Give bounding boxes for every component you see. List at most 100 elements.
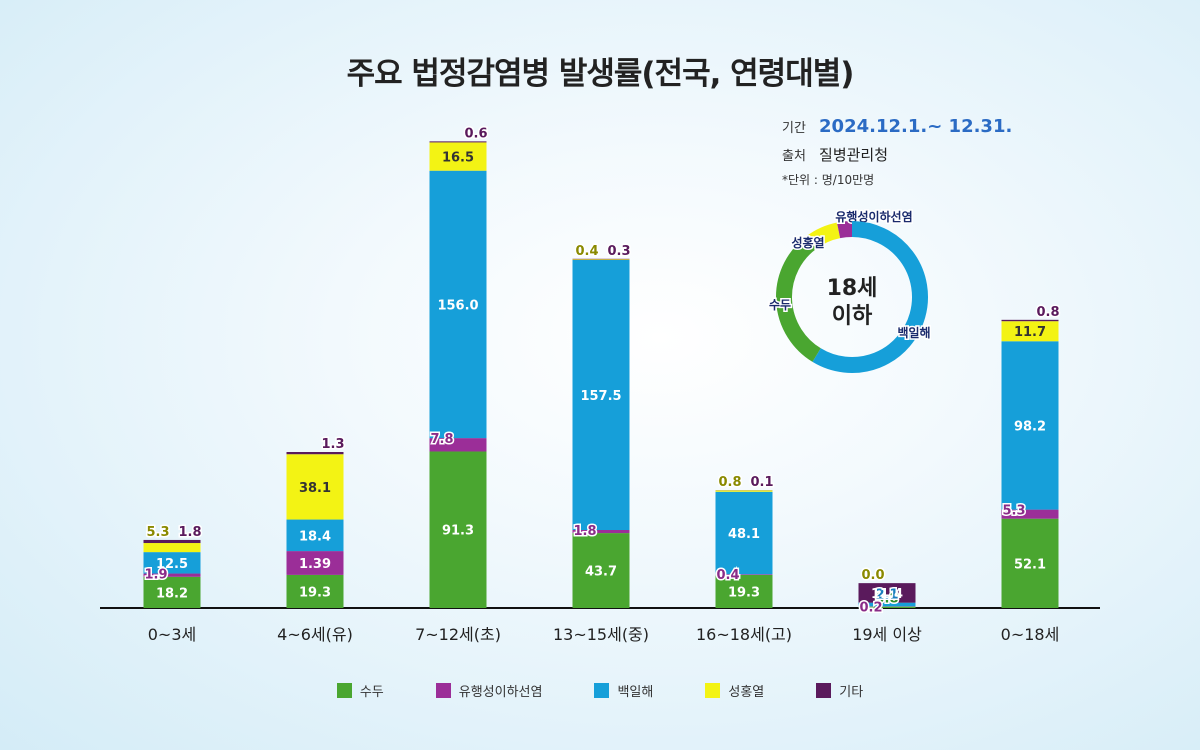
legend-item: 기타 — [816, 681, 863, 700]
bar-segment — [572, 259, 630, 260]
data-label: 18.2 — [156, 586, 188, 601]
donut-segment — [776, 235, 822, 362]
data-label: 52.1 — [1014, 557, 1046, 572]
legend-swatch — [816, 683, 832, 698]
legend-item: 유행성이하선염 — [435, 681, 543, 700]
category-label: 7~12세(초) — [415, 625, 501, 644]
bar-segment — [429, 141, 487, 143]
data-label: 43.7 — [585, 565, 617, 580]
data-label: 0.6 — [464, 126, 487, 141]
data-label: 18.4 — [299, 529, 331, 544]
bar-segment — [572, 258, 630, 260]
bar-segment — [286, 551, 344, 575]
data-label: 38.1 — [299, 481, 331, 496]
data-label: 2.1 — [875, 588, 898, 603]
bar-segment — [572, 530, 630, 534]
bar-segment — [1001, 341, 1059, 510]
data-label: 98.2 — [1014, 419, 1046, 434]
data-label: 1.3 — [321, 437, 344, 452]
donut-segment — [806, 222, 841, 250]
data-label: 11.7 — [1014, 325, 1046, 340]
bar-segment — [286, 452, 344, 455]
data-label: 0.3 — [607, 244, 630, 259]
category-label: 0~3세 — [148, 625, 197, 644]
legend-label: 수두 — [359, 685, 384, 700]
category-label: 13~15세(중) — [553, 625, 649, 644]
source-value: 질병관리청 — [819, 146, 889, 164]
data-label: 5.3 — [146, 525, 169, 540]
legend-swatch — [336, 683, 352, 698]
category-label: 16~18세(고) — [696, 625, 792, 644]
donut-center-label: 18세 — [827, 276, 878, 301]
data-label: 1.8 — [573, 524, 596, 539]
bar-segment — [286, 454, 344, 520]
source-label: 출처 — [782, 149, 806, 164]
bar-segment — [858, 602, 916, 607]
data-label: 19.3 — [299, 585, 331, 600]
data-label: 0.0 — [861, 568, 884, 583]
data-label: 0.4 — [716, 568, 739, 583]
data-label: 48.1 — [728, 527, 760, 542]
donut-segment — [836, 221, 853, 239]
bar-segment — [1001, 321, 1059, 342]
legend-label: 성홍열 — [728, 685, 765, 700]
bar-segment — [286, 574, 344, 608]
chart-title: 주요 법정감염병 발생률(전국, 연령대별) — [346, 56, 855, 92]
bar-segment — [143, 543, 201, 553]
data-label: 0.8 — [718, 475, 741, 490]
bar-segment — [1001, 518, 1059, 608]
data-label: 0.8 — [1036, 305, 1059, 320]
bar-segment — [143, 573, 201, 577]
bar-segment — [1001, 319, 1059, 322]
bar-segment — [143, 576, 201, 608]
bar-segment — [715, 574, 773, 575]
bar-segment — [858, 606, 916, 608]
donut-center-label: 이하 — [832, 304, 873, 329]
legend-swatch — [435, 683, 451, 698]
legend-label: 백일해 — [617, 685, 654, 700]
donut-label: 수두 — [769, 298, 791, 312]
bar-segment — [572, 260, 630, 530]
bar-segment — [429, 451, 487, 608]
unit-note: *단위 : 명/10만명 — [782, 173, 875, 187]
data-label: 12.5 — [156, 557, 188, 572]
legend: 수두 유행성이하선염 백일해 성홍열 기타 — [0, 681, 1200, 700]
data-label: 0.8 — [875, 592, 898, 607]
legend-item: 수두 — [336, 681, 384, 700]
bar-segment — [429, 438, 487, 452]
data-label: 5.3 — [1002, 504, 1025, 519]
data-label: 1.8 — [178, 525, 201, 540]
donut-label: 성홍열 — [791, 235, 824, 250]
category-label: 0~18세 — [1001, 625, 1060, 644]
donut-segment — [812, 221, 928, 373]
legend-label: 유행성이하선염 — [458, 685, 543, 700]
bar-segment — [143, 539, 201, 544]
donut-label: 유행성이하선염 — [835, 209, 912, 224]
data-label: 0.1 — [750, 475, 773, 490]
period-value: 2024.12.1.~ 12.31. — [819, 116, 1013, 137]
bar-segment — [286, 519, 344, 552]
bar-segment — [143, 552, 201, 574]
bar-segment — [858, 583, 916, 603]
bar-segment — [572, 533, 630, 608]
legend-item: 백일해 — [594, 681, 653, 700]
bar-segment — [429, 170, 487, 439]
data-label: 16.5 — [442, 151, 474, 166]
bar-segment — [429, 142, 487, 171]
data-label: 7.8 — [430, 432, 453, 447]
category-label: 19세 이상 — [852, 625, 922, 644]
bar-segment — [715, 491, 773, 575]
data-label: 156.0 — [437, 298, 478, 313]
legend-swatch — [705, 683, 721, 698]
bar-segment — [715, 490, 773, 492]
period-label: 기간 — [782, 121, 806, 136]
legend-item: 성홍열 — [705, 681, 764, 700]
legend-swatch — [594, 683, 610, 698]
data-label: 0.4 — [575, 244, 598, 259]
data-label: 1.9 — [144, 568, 167, 583]
data-label: 91.3 — [442, 524, 474, 539]
data-label: 19.3 — [728, 585, 760, 600]
donut-label: 백일해 — [897, 325, 930, 340]
data-label: 1.39 — [299, 557, 331, 572]
